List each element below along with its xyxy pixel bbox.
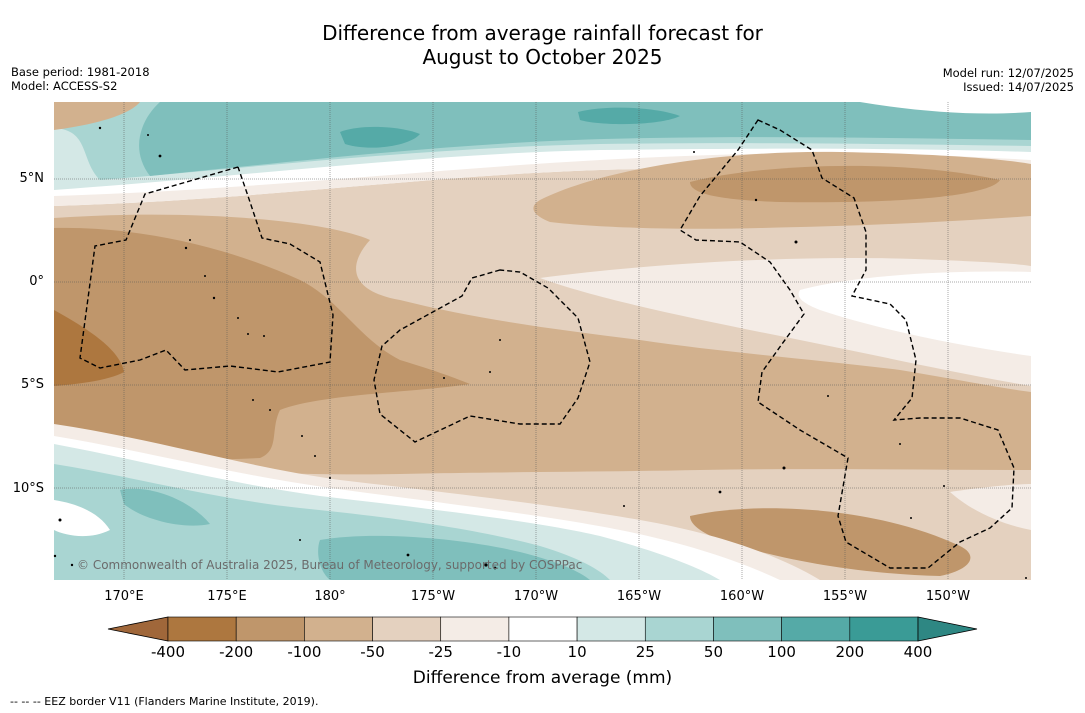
eez-borders	[79, 119, 1015, 569]
lon-label-150w: 150°W	[925, 589, 971, 604]
colorbar-tick-label: 400	[903, 643, 933, 661]
colorbar-box	[304, 616, 373, 642]
colorbar-box	[713, 616, 782, 642]
colorbar-tick-label: -400	[150, 643, 186, 661]
eez-line-islands	[679, 119, 1015, 569]
lat-label-5s: 5°S	[20, 377, 44, 392]
lon-label-175e: 175°E	[207, 589, 247, 604]
colorbar-box	[576, 616, 646, 642]
north-dry-corner	[54, 102, 140, 130]
colorbar-box	[508, 616, 578, 642]
lat-label-5n: 5°N	[19, 171, 45, 186]
model-run: Model run: 12/07/2025	[942, 66, 1074, 80]
south-wet-50	[120, 488, 210, 526]
north-wet-100b	[578, 107, 680, 125]
lat-label-0: 0°	[29, 274, 44, 289]
issued-date: Issued: 14/07/2025	[963, 80, 1074, 94]
eez-phoenix	[373, 269, 591, 443]
white-southeast	[950, 484, 1031, 530]
colorbar-tick-label: 100	[767, 643, 796, 661]
colorbar-box	[440, 616, 510, 642]
colorbar-box	[644, 616, 714, 642]
north-wet-50	[139, 102, 1031, 176]
north-wet-100a	[340, 126, 420, 148]
south-white-corner	[54, 500, 110, 537]
colorbar-extend-high	[917, 616, 978, 642]
lon-label-165w: 165°W	[616, 589, 662, 604]
dry-200-main	[54, 227, 470, 460]
title-line-2: August to October 2025	[422, 45, 663, 69]
colorbar-box	[372, 616, 442, 642]
white-tongue	[798, 271, 1031, 356]
map-field	[54, 102, 1031, 580]
graticule	[54, 102, 1031, 580]
colorbar-box	[781, 616, 851, 642]
colorbar	[107, 616, 978, 642]
colorbar-tick-label: -50	[360, 643, 385, 661]
lat-label-10s: 10°S	[12, 481, 44, 496]
colorbar-box	[167, 616, 237, 642]
colorbar-box	[235, 616, 305, 642]
islands	[53, 126, 1027, 579]
colorbar-tick-label: -25	[428, 643, 453, 661]
lon-label-180: 180°	[314, 589, 346, 604]
colorbar-extend-low	[107, 616, 169, 642]
dry-200-southeast	[690, 508, 971, 576]
south-wet-50b	[318, 535, 590, 580]
colorbar-tick-label: 50	[703, 643, 723, 661]
lon-label-175w: 175°W	[410, 589, 456, 604]
meta-right: Model run: 12/07/2025 Issued: 14/07/2025	[943, 66, 1074, 94]
eez-footnote: -- -- -- EEZ border V11 (Flanders Marine…	[10, 695, 319, 708]
colorbar-tick-label: -200	[219, 643, 254, 661]
colorbar-title: Difference from average (mm)	[412, 668, 673, 688]
colorbar-tick-label: -100	[287, 643, 322, 661]
colorbar-tick-label: 200	[835, 643, 865, 661]
model-name: Model: ACCESS-S2	[11, 79, 118, 93]
eez-tuvalu-kiribati-west	[79, 166, 334, 373]
meta-left: Base period: 1981-2018 Model: ACCESS-S2	[11, 65, 150, 93]
copyright-notice: © Commonwealth of Australia 2025, Bureau…	[77, 558, 583, 572]
lon-label-160w: 160°W	[719, 589, 765, 604]
colorbar-box	[849, 616, 919, 642]
north-east-dry	[860, 102, 1031, 114]
colorbar-tick-label: -10	[496, 643, 522, 661]
colorbar-tick-label: 10	[567, 643, 587, 661]
base-period: Base period: 1981-2018	[11, 65, 150, 79]
map-title: Difference from average rainfall forecas…	[0, 21, 1085, 69]
lon-label-170e: 170°E	[104, 589, 144, 604]
colorbar-tick-label: 25	[635, 643, 655, 661]
lon-label-170w: 170°W	[513, 589, 559, 604]
title-line-1: Difference from average rainfall forecas…	[322, 21, 763, 45]
lon-label-155w: 155°W	[822, 589, 868, 604]
